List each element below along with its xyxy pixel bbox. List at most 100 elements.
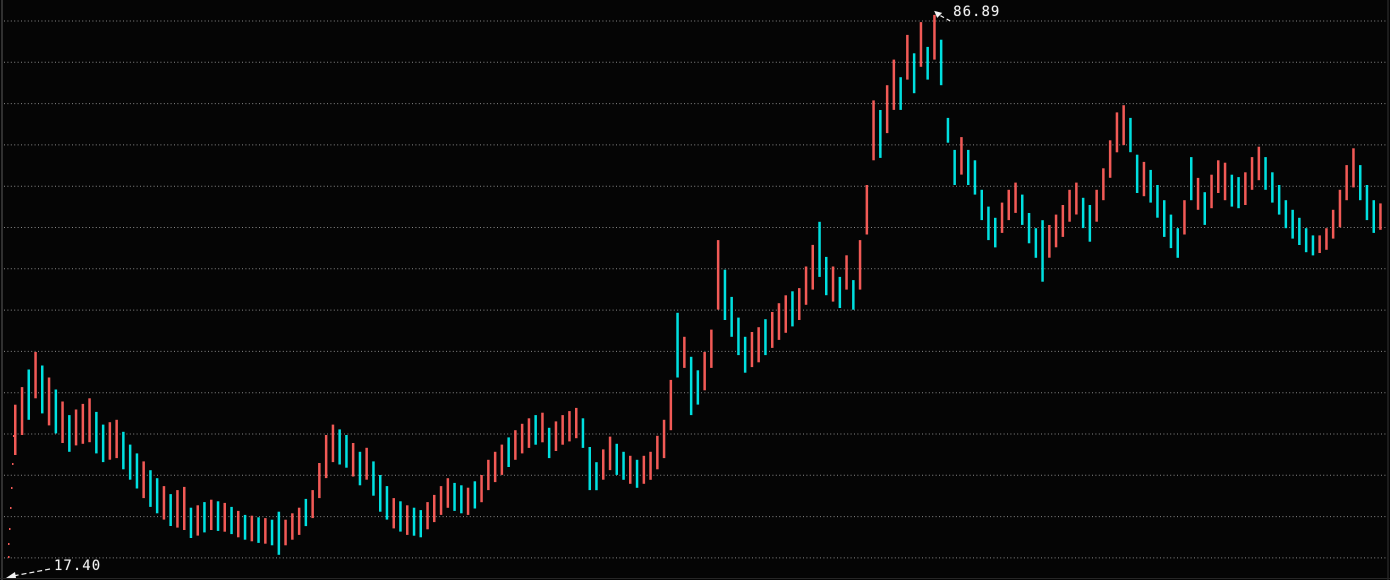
candle [1027,213,1031,244]
candle [1311,235,1315,256]
candle [703,352,706,391]
candle [784,295,787,333]
candle [223,502,226,532]
candle [879,110,882,158]
candle [1196,177,1200,210]
candle [385,486,389,520]
candle [264,518,267,544]
candle [20,387,24,435]
candle [852,280,855,310]
candle [980,189,983,221]
candle [1095,189,1098,222]
candle [169,494,172,526]
candle [412,507,416,536]
candle [372,461,375,496]
candle [291,513,294,540]
candle [649,451,652,480]
candle [162,486,166,520]
candle [1034,228,1038,258]
candle [1122,105,1125,146]
candle [804,266,808,305]
candle [750,332,754,368]
candle [865,185,869,235]
candle [426,502,429,530]
high-arrow-head [934,10,943,18]
candle [1250,157,1254,190]
candle [1183,200,1186,235]
candle [1142,161,1146,197]
edge-dot [8,556,10,558]
candle [1372,200,1375,233]
candle [183,486,186,530]
candle [460,485,463,514]
candle [1345,165,1348,201]
edge-dot [11,487,13,489]
candle [1135,154,1139,193]
candle [122,431,125,470]
candle [95,411,98,454]
candle [1068,189,1071,222]
candle [284,519,287,546]
candle [1054,214,1058,248]
candle [575,407,578,439]
candle [946,117,950,143]
candle [345,435,348,468]
candle [1102,168,1105,201]
candle [1210,174,1213,209]
candle [602,449,605,480]
candle [635,459,639,488]
candle [845,255,848,290]
candle [1169,214,1173,249]
candle [149,470,152,507]
candle [906,34,909,80]
edge-dot [8,543,10,545]
candle [899,77,902,110]
candle [520,423,524,454]
candle [210,499,213,530]
candle [676,312,679,378]
candle [1244,172,1247,205]
candle [608,436,612,471]
candle [101,424,105,463]
candle [973,160,977,195]
candle [1163,200,1166,237]
candle [338,429,341,465]
candle [743,336,747,373]
candle [493,451,497,483]
candle [1149,169,1152,203]
candle [473,481,477,509]
candle [419,510,422,538]
candle [115,419,118,459]
candle [351,443,355,477]
candle [1264,157,1267,190]
candle [1304,228,1308,253]
candle [365,447,368,480]
candle [1190,157,1193,201]
candle [1284,200,1288,229]
candle [135,453,139,489]
candle [1007,189,1010,221]
candle [74,409,78,446]
candle [568,411,571,442]
candle [939,39,943,86]
period-low-label: 17.40 [54,558,102,574]
candle [487,459,490,491]
candle [730,296,733,337]
candle [277,511,281,555]
candle [541,412,544,443]
candle [507,437,510,467]
candle [811,244,814,290]
candle [818,221,821,277]
candle [669,379,673,431]
candle [61,401,64,443]
candle [791,291,794,327]
candle [1021,194,1024,225]
candle [54,389,58,434]
candle [1338,189,1342,228]
candle [696,370,700,405]
candle [1257,146,1261,181]
candle [1048,225,1051,258]
candle [176,490,179,528]
candle [88,398,91,443]
